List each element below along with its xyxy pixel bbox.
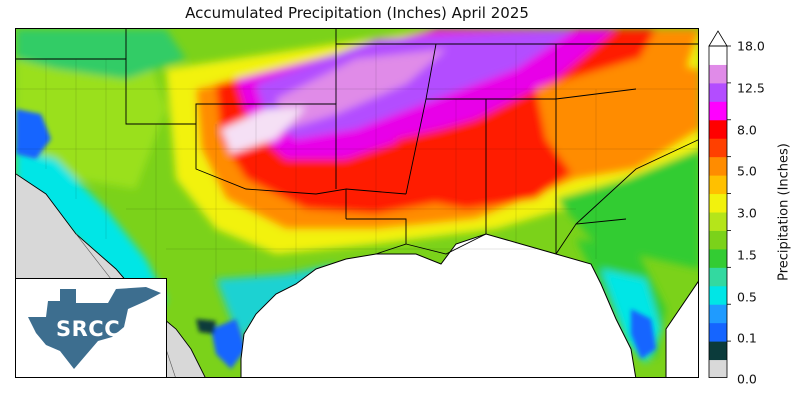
colorbar-title: Precipitation (Inches) (776, 143, 792, 281)
gulf-of-mexico (241, 234, 636, 377)
colorbar-bin (709, 359, 727, 378)
colorbar-bin (709, 230, 727, 250)
srcc-logo-box: SRCC (15, 278, 167, 378)
srcc-logo-text: SRCC (56, 317, 121, 341)
atlantic-ocean (666, 281, 698, 377)
colorbar-tick-label: 0.0 (737, 371, 757, 387)
precip-region-lightpurple-band (276, 49, 446, 129)
colorbar-tick-label: 1.5 (737, 247, 757, 263)
colorbar-bin (709, 64, 727, 84)
colorbar (708, 30, 731, 378)
colorbar-bin (709, 156, 727, 176)
colorbar-bin (709, 341, 727, 361)
colorbar-bin (709, 285, 727, 305)
texas-region-logo-icon (28, 287, 161, 369)
colorbar-tick-label: 12.5 (737, 80, 765, 96)
colorbar-outline (708, 45, 728, 378)
precip-region-blue-westtx (16, 109, 51, 159)
colorbar-bin (709, 322, 727, 342)
colorbar-bin (709, 175, 727, 195)
colorbar-tick-label: 0.1 (737, 330, 757, 346)
colorbar-bin (709, 82, 727, 102)
colorbar-bin (709, 193, 727, 213)
colorbar-bin (709, 304, 727, 324)
precip-region-green-east (556, 149, 698, 269)
precip-region-darkteal-southtx (196, 319, 216, 334)
colorbar-tick-label: 5.0 (737, 163, 757, 179)
colorbar-tick-label: 8.0 (737, 122, 757, 138)
precip-region-cyan-texas (16, 149, 166, 319)
colorbar-bin (709, 212, 727, 231)
colorbar-tick-label: 18.0 (737, 38, 765, 54)
colorbar-extend-arrow (708, 30, 728, 47)
precip-region-orange-east (536, 59, 698, 179)
coastline (240, 233, 698, 377)
precip-region-green-north (16, 29, 186, 79)
colorbar-bin (709, 46, 727, 65)
colorbar-bin (709, 248, 727, 268)
colorbar-bin (709, 101, 727, 121)
precip-region-blue-florida (631, 309, 656, 359)
colorbar-bin (709, 267, 727, 287)
map-title: Accumulated Precipitation (Inches) April… (185, 4, 529, 22)
colorbar-bin (709, 119, 727, 139)
county-boundaries (16, 44, 698, 289)
colorbar-bin (709, 138, 727, 158)
precip-region-lightgreen-west (16, 49, 166, 189)
precip-region-blue-southtx (211, 319, 246, 369)
colorbar-tick-label: 0.5 (737, 289, 757, 305)
colorbar-tick-label: 3.0 (737, 205, 757, 221)
precip-region-white-max (221, 107, 306, 154)
